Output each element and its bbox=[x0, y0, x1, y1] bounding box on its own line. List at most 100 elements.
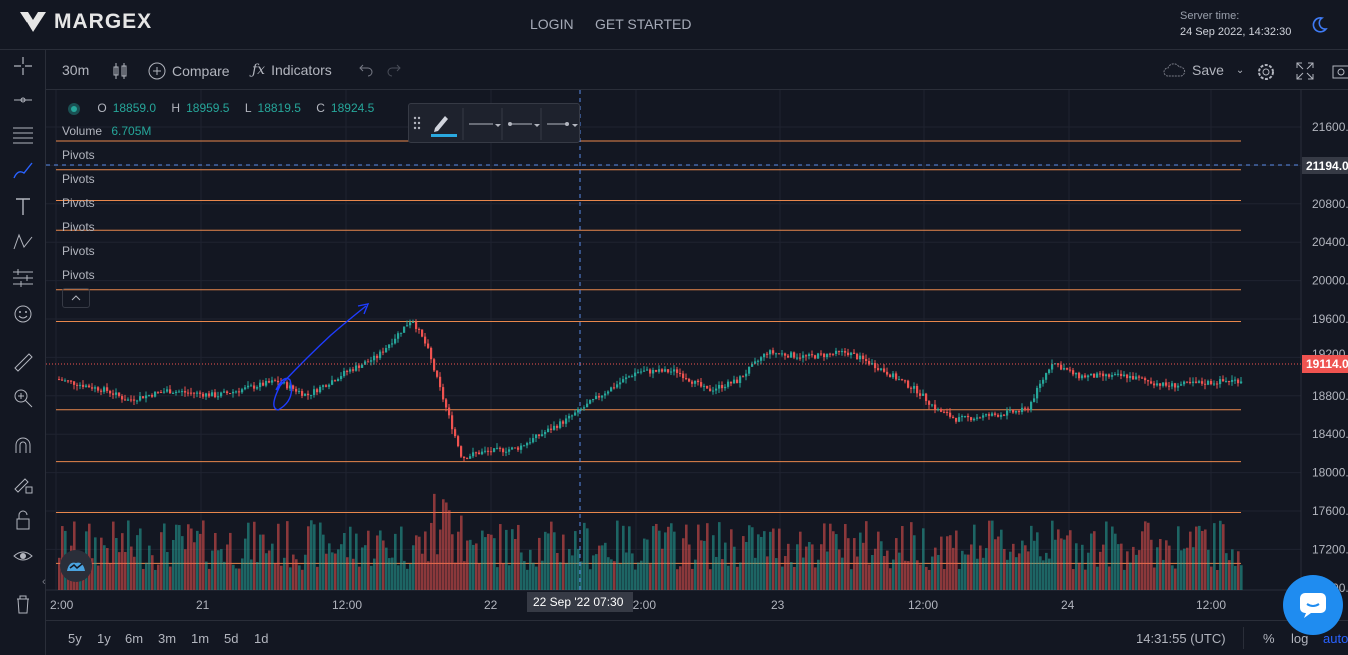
chevron-down-icon: ⌄ bbox=[1235, 64, 1245, 76]
fib-icon[interactable] bbox=[10, 122, 36, 146]
volume-bar bbox=[451, 534, 454, 590]
candle bbox=[634, 372, 637, 377]
candle bbox=[226, 391, 229, 394]
tradingview-logo-icon[interactable] bbox=[60, 550, 92, 582]
range-5d[interactable]: 5d bbox=[224, 631, 239, 646]
chat-icon bbox=[1300, 593, 1326, 618]
range-6m[interactable]: 6m bbox=[125, 631, 144, 646]
collapse-legend-button[interactable] bbox=[62, 288, 90, 308]
fullscreen-icon[interactable] bbox=[1296, 62, 1314, 80]
candle bbox=[295, 388, 298, 392]
camera-icon[interactable] bbox=[1332, 62, 1348, 80]
compare-button[interactable]: Compare bbox=[148, 62, 230, 80]
time-axis-label: 12:00 bbox=[332, 598, 362, 612]
candle bbox=[871, 363, 874, 365]
pattern-icon[interactable] bbox=[10, 230, 36, 254]
candle bbox=[1042, 379, 1045, 384]
volume-bar bbox=[1195, 526, 1198, 590]
candle bbox=[487, 450, 490, 452]
candle bbox=[568, 415, 571, 419]
price-chart[interactable]: 21600.0 20800.0 20400.0 20000.0 19600.0 18800… bbox=[46, 90, 1348, 620]
trash-icon[interactable] bbox=[10, 592, 36, 616]
undo-icon[interactable] bbox=[358, 62, 374, 78]
gear-icon[interactable] bbox=[1256, 62, 1276, 82]
volume-bar bbox=[820, 544, 823, 590]
text-icon[interactable] bbox=[10, 194, 36, 218]
interval-button[interactable]: 30m bbox=[62, 62, 90, 78]
pivots-legend-4[interactable]: Pivots bbox=[62, 220, 95, 234]
lock-icon[interactable] bbox=[10, 508, 36, 532]
ruler-icon[interactable] bbox=[10, 350, 36, 374]
candle-type-icon[interactable] bbox=[112, 62, 128, 80]
candle bbox=[91, 387, 94, 389]
eye-icon[interactable] bbox=[10, 544, 36, 568]
time-axis-label: 23 bbox=[771, 598, 785, 612]
chart-area[interactable]: 21600.0 20800.0 20400.0 20000.0 19600.0 18800… bbox=[42, 90, 1348, 620]
range-1d[interactable]: 1d bbox=[254, 631, 269, 646]
pivots-legend-6[interactable]: Pivots bbox=[62, 268, 95, 282]
forecast-icon[interactable] bbox=[10, 266, 36, 290]
volume-bar bbox=[937, 554, 940, 590]
range-5y[interactable]: 5y bbox=[68, 631, 82, 646]
volume-bar bbox=[457, 531, 460, 590]
candle bbox=[364, 361, 367, 365]
volume-bar bbox=[295, 559, 298, 590]
candle bbox=[232, 391, 235, 394]
pivots-legend-5[interactable]: Pivots bbox=[62, 244, 95, 258]
crosshair-icon[interactable] bbox=[10, 54, 36, 78]
candle bbox=[361, 364, 364, 368]
candle bbox=[574, 412, 577, 416]
collapse-toolbar-icon[interactable]: ‹ bbox=[42, 576, 46, 588]
candle bbox=[718, 384, 721, 389]
log-toggle[interactable]: log bbox=[1291, 631, 1309, 646]
redo-icon[interactable] bbox=[386, 62, 402, 78]
volume-bar bbox=[259, 534, 262, 590]
volume-bar bbox=[391, 557, 394, 590]
utc-clock[interactable]: 14:31:55 (UTC) bbox=[1136, 631, 1226, 646]
range-3m[interactable]: 3m bbox=[158, 631, 177, 646]
volume-bar bbox=[1084, 569, 1087, 590]
login-link[interactable]: LOGIN bbox=[530, 16, 574, 32]
candle bbox=[1120, 373, 1123, 377]
save-button[interactable]: Save ⌄ bbox=[1162, 62, 1244, 78]
volume-bar bbox=[319, 522, 322, 590]
emoji-icon[interactable] bbox=[10, 302, 36, 326]
volume-bar bbox=[1039, 556, 1042, 590]
percent-toggle[interactable]: % bbox=[1263, 631, 1275, 646]
volume-bar bbox=[790, 562, 793, 590]
margex-logo[interactable]: MARGEX bbox=[18, 10, 152, 34]
candle bbox=[478, 452, 481, 455]
get-started-link[interactable]: GET STARTED bbox=[595, 16, 692, 32]
volume-bar bbox=[892, 559, 895, 590]
auto-toggle[interactable]: auto bbox=[1323, 631, 1348, 646]
range-1y[interactable]: 1y bbox=[97, 631, 111, 646]
pivots-legend-1[interactable]: Pivots bbox=[62, 148, 95, 162]
moon-icon[interactable] bbox=[1310, 16, 1328, 34]
indicators-button[interactable]: ƒx Indicators bbox=[252, 62, 332, 78]
pivots-legend-3[interactable]: Pivots bbox=[62, 196, 95, 210]
trend-line-icon[interactable] bbox=[10, 88, 36, 112]
support-chat-button[interactable] bbox=[1283, 575, 1343, 635]
volume-bar bbox=[94, 537, 97, 590]
pivots-legend-2[interactable]: Pivots bbox=[62, 172, 95, 186]
lock-draw-icon[interactable] bbox=[10, 472, 36, 496]
magnet-icon[interactable] bbox=[10, 434, 36, 458]
candle bbox=[1156, 383, 1159, 386]
candle bbox=[277, 380, 280, 383]
candle bbox=[1021, 407, 1024, 412]
candle bbox=[739, 376, 742, 383]
brush-icon[interactable] bbox=[10, 158, 36, 182]
candle bbox=[1096, 373, 1099, 378]
volume-bar bbox=[679, 566, 682, 590]
candle bbox=[961, 416, 964, 418]
candle bbox=[193, 392, 196, 394]
volume-bar bbox=[1123, 569, 1126, 590]
volume-bar bbox=[1075, 543, 1078, 590]
volume-bar bbox=[193, 542, 196, 590]
volume-bar bbox=[946, 536, 949, 590]
candle bbox=[736, 379, 739, 383]
zoom-icon[interactable] bbox=[10, 386, 36, 410]
candle bbox=[370, 360, 373, 362]
range-1m[interactable]: 1m bbox=[191, 631, 210, 646]
volume-bar bbox=[370, 565, 373, 590]
